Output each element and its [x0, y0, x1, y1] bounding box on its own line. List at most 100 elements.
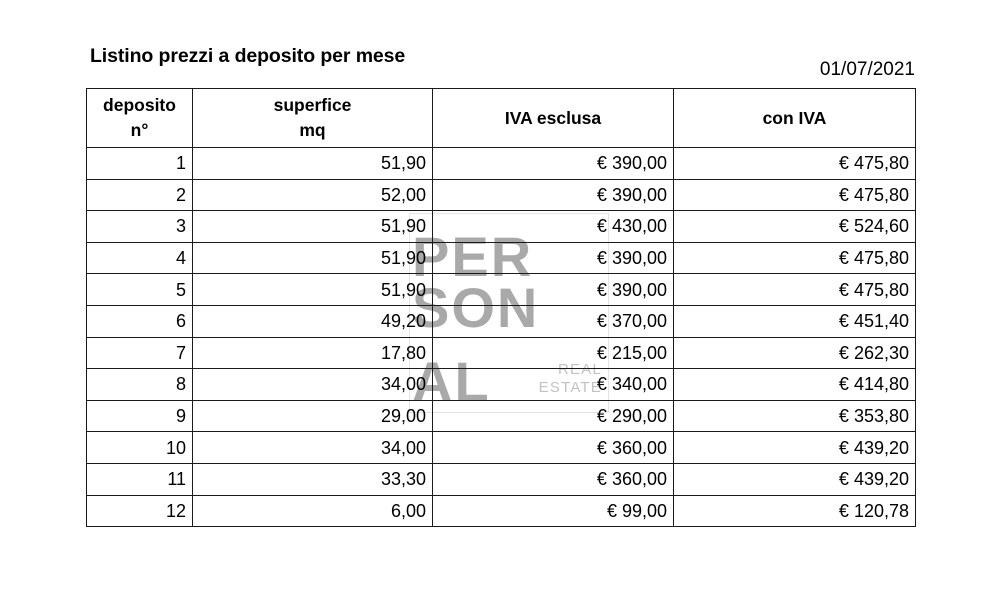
price-value: 439,20 [853, 469, 909, 490]
cell-price-iva-esclusa: €360,00 [432, 431, 674, 464]
table-row: 9 29,00 €290,00 €353,80 [86, 399, 916, 433]
column-header-deposito-line1: deposito [103, 95, 176, 115]
column-header-iva-esclusa: IVA esclusa [432, 88, 674, 148]
cell-superficie-mq: 17,80 [192, 336, 433, 370]
table-header: deposito n° superfice mq IVA esclusa con… [86, 88, 916, 148]
cell-deposito-number: 2 [86, 178, 193, 212]
page-title: Listino prezzi a deposito per mese [90, 45, 406, 67]
euro-symbol-icon: € [838, 374, 849, 395]
cell-price-con-iva: €120,78 [673, 494, 916, 528]
euro-symbol-icon: € [838, 184, 849, 205]
cell-price-con-iva: €475,80 [673, 273, 916, 306]
cell-price-iva-esclusa: €390,00 [432, 178, 674, 212]
cell-price-iva-esclusa: €370,00 [432, 304, 674, 338]
cell-superficie-mq: 6,00 [192, 494, 433, 528]
euro-symbol-icon: € [596, 469, 607, 490]
cell-price-con-iva: €262,30 [673, 336, 916, 370]
cell-superficie-mq: 34,00 [192, 368, 433, 401]
column-header-superficie-line2: mq [299, 120, 326, 140]
cell-price-con-iva: €414,80 [673, 368, 916, 401]
price-value: 390,00 [611, 279, 667, 300]
cell-price-iva-esclusa: €390,00 [432, 147, 674, 180]
euro-symbol-icon: € [838, 153, 849, 174]
price-value: 524,60 [853, 216, 909, 237]
cell-deposito-number: 12 [86, 494, 193, 528]
cell-price-con-iva: €475,80 [673, 241, 916, 275]
euro-symbol-icon: € [838, 216, 849, 237]
table-row: 3 51,90 €430,00 €524,60 [86, 210, 916, 243]
cell-price-con-iva: €475,80 [673, 178, 916, 212]
euro-symbol-icon: € [596, 153, 607, 174]
cell-price-iva-esclusa: €430,00 [432, 210, 674, 243]
price-value: 451,40 [853, 311, 909, 332]
cell-deposito-number: 10 [86, 431, 193, 464]
cell-deposito-number: 8 [86, 368, 193, 401]
price-value: 475,80 [853, 153, 909, 174]
table-row: 4 51,90 €390,00 €475,80 [86, 241, 916, 275]
table-row: 2 52,00 €390,00 €475,80 [86, 178, 916, 212]
cell-price-con-iva: €475,80 [673, 147, 916, 180]
euro-symbol-icon: € [838, 406, 849, 427]
euro-symbol-icon: € [596, 311, 607, 332]
euro-symbol-icon: € [606, 500, 617, 521]
cell-price-iva-esclusa: €340,00 [432, 368, 674, 401]
table-row: 8 34,00 €340,00 €414,80 [86, 368, 916, 401]
price-value: 439,20 [853, 437, 909, 458]
table-row: 6 49,20 €370,00 €451,40 [86, 304, 916, 338]
cell-superficie-mq: 51,90 [192, 241, 433, 275]
cell-superficie-mq: 52,00 [192, 178, 433, 212]
euro-symbol-icon: € [596, 374, 607, 395]
table-row: 7 17,80 €215,00 €262,30 [86, 336, 916, 370]
cell-price-iva-esclusa: €215,00 [432, 336, 674, 370]
cell-price-iva-esclusa: €99,00 [432, 494, 674, 528]
price-value: 390,00 [611, 153, 667, 174]
column-header-superficie-line1: superfice [273, 95, 352, 115]
price-value: 370,00 [611, 311, 667, 332]
table-row: 1 51,90 €390,00 €475,80 [86, 147, 916, 180]
price-value: 353,80 [853, 406, 909, 427]
euro-symbol-icon: € [596, 184, 607, 205]
cell-price-iva-esclusa: €390,00 [432, 241, 674, 275]
cell-price-con-iva: €439,20 [673, 462, 916, 496]
table-row: 12 6,00 €99,00 €120,78 [86, 494, 916, 528]
cell-deposito-number: 1 [86, 147, 193, 180]
price-value: 430,00 [611, 216, 667, 237]
table-row: 11 33,30 €360,00 €439,20 [86, 462, 916, 496]
cell-superficie-mq: 51,90 [192, 147, 433, 180]
euro-symbol-icon: € [596, 216, 607, 237]
euro-symbol-icon: € [838, 342, 849, 363]
price-value: 390,00 [611, 184, 667, 205]
document-date: 01/07/2021 [819, 59, 915, 80]
cell-deposito-number: 11 [86, 462, 193, 496]
cell-price-con-iva: €439,20 [673, 431, 916, 464]
euro-symbol-icon: € [838, 500, 849, 521]
price-value: 99,00 [621, 500, 667, 521]
cell-superficie-mq: 29,00 [192, 399, 433, 433]
price-value: 215,00 [611, 342, 667, 363]
cell-deposito-number: 5 [86, 273, 193, 306]
price-value: 360,00 [611, 469, 667, 490]
euro-symbol-icon: € [596, 406, 607, 427]
cell-price-con-iva: €353,80 [673, 399, 916, 433]
price-value: 414,80 [853, 374, 909, 395]
price-value: 120,78 [853, 500, 909, 521]
cell-superficie-mq: 51,90 [192, 210, 433, 243]
table-header-row: deposito n° superfice mq IVA esclusa con… [86, 88, 916, 148]
column-header-deposito-line2: n° [130, 120, 149, 140]
euro-symbol-icon: € [596, 437, 607, 458]
table-row: 10 34,00 €360,00 €439,20 [86, 431, 916, 464]
cell-price-iva-esclusa: €360,00 [432, 462, 674, 496]
price-value: 475,80 [853, 279, 909, 300]
euro-symbol-icon: € [596, 279, 607, 300]
euro-symbol-icon: € [596, 342, 607, 363]
cell-price-con-iva: €524,60 [673, 210, 916, 243]
euro-symbol-icon: € [838, 279, 849, 300]
cell-deposito-number: 3 [86, 210, 193, 243]
euro-symbol-icon: € [838, 311, 849, 332]
price-value: 290,00 [611, 406, 667, 427]
price-value: 340,00 [611, 374, 667, 395]
cell-superficie-mq: 49,20 [192, 304, 433, 338]
cell-price-iva-esclusa: €390,00 [432, 273, 674, 306]
euro-symbol-icon: € [596, 248, 607, 269]
